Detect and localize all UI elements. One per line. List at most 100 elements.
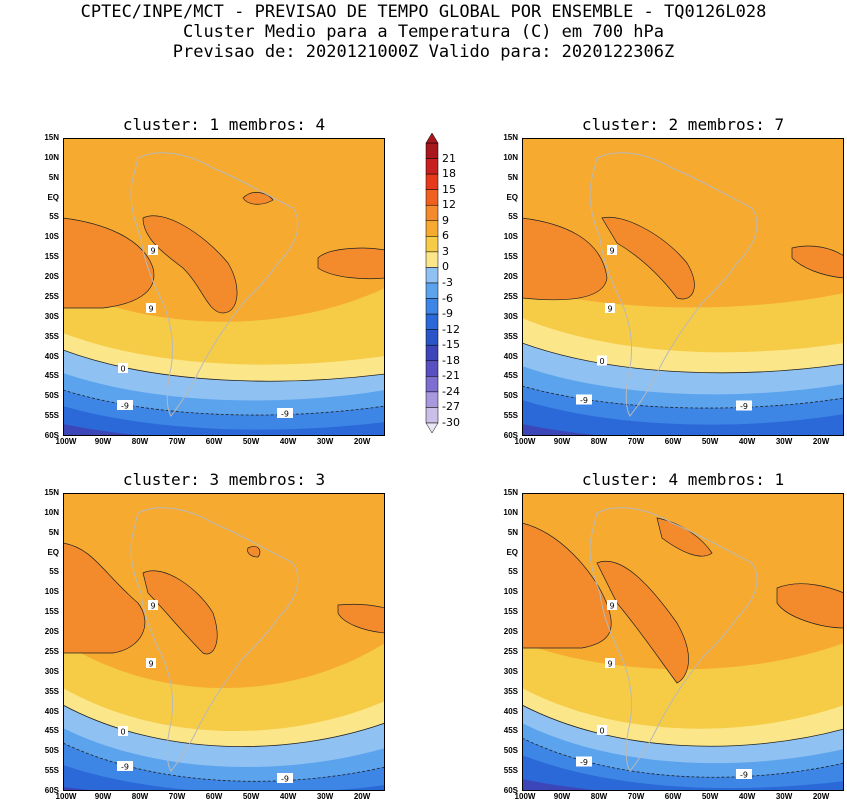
lon-label: 90W: [553, 437, 571, 446]
map-svg-4: 9 9 0 -9 -9: [522, 493, 844, 791]
colorbar-swatch: [425, 282, 439, 299]
lat-label: 35S: [44, 686, 59, 696]
colorbar-swatch: [425, 236, 439, 253]
lon-label: 20W: [353, 792, 371, 801]
contour-label-3: -9: [576, 756, 592, 767]
lat-label: 10S: [503, 587, 518, 597]
svg-text:0: 0: [599, 727, 604, 736]
lat-label: 30S: [44, 666, 59, 676]
figure-title-line-2: Cluster Medio para a Temperatura (C) em …: [182, 22, 665, 42]
warm-region-0: [522, 522, 612, 649]
lat-label: 40S: [503, 706, 518, 716]
continent-outline: [589, 152, 758, 417]
lat-label: EQ: [506, 192, 518, 202]
contour-minus-nine: [522, 737, 844, 778]
panel-title-2: cluster: 2 membros: 7: [581, 115, 785, 134]
map-panel-2: 9 9 0 -9 -9: [522, 138, 844, 436]
lat-label: 5N: [507, 172, 518, 182]
lat-label: EQ: [47, 547, 59, 557]
figure-title-line-3: Previsao de: 2020121000Z Valido para: 20…: [172, 42, 675, 62]
contour-label-4: -9: [736, 400, 752, 411]
map-svg-2: 9 9 0 -9 -9: [522, 138, 844, 436]
colorbar-swatch: [425, 204, 439, 222]
colorbar-label: -9: [442, 307, 453, 321]
lon-label: 20W: [812, 437, 830, 446]
lon-label: 80W: [590, 792, 608, 801]
colorbar-swatch: [425, 376, 439, 393]
lat-label: 5N: [48, 527, 59, 537]
colorbar-swatch: [425, 267, 439, 284]
lat-label: 10S: [44, 587, 59, 597]
lat-label: 20S: [503, 272, 518, 282]
contour-minus-nine: [63, 742, 385, 782]
temperature-band-6: [522, 424, 844, 436]
colorbar-swatch: [425, 142, 439, 159]
lat-label: 20S: [44, 627, 59, 637]
colorbar-swatch: [425, 329, 439, 346]
lat-label: 10N: [44, 507, 59, 517]
lat-label: 25S: [44, 646, 59, 656]
warm-region-0: [63, 542, 146, 654]
lon-label: 100W: [514, 437, 536, 446]
colorbar-swatch: [425, 298, 439, 315]
colorbar-label: -12: [442, 322, 460, 336]
lat-label: 45S: [503, 371, 518, 381]
colorbar-label: -3: [442, 276, 453, 289]
contour-label-3: -9: [117, 400, 133, 411]
lon-label: 30W: [316, 437, 334, 446]
colorbar-swatch: [425, 344, 439, 362]
colorbar-label: 9: [442, 213, 449, 227]
lat-label: 10S: [44, 232, 59, 242]
svg-text:9: 9: [150, 602, 155, 611]
lon-label: 90W: [94, 792, 112, 801]
lon-label: 100W: [514, 792, 536, 801]
lon-label: 60W: [205, 792, 223, 801]
warm-region-2: [337, 603, 385, 634]
warm-region-3: [242, 192, 274, 205]
lat-label: 20S: [44, 272, 59, 282]
contour-label-1: 9: [146, 303, 156, 314]
lat-label: 15S: [44, 607, 59, 617]
lon-label: 20W: [812, 792, 830, 801]
lat-label: 60S: [503, 786, 518, 795]
lon-label: 80W: [590, 437, 608, 446]
lat-label: 20S: [503, 627, 518, 637]
lon-label: 70W: [168, 437, 186, 446]
lat-label: 25S: [44, 291, 59, 301]
contour-label-1: 9: [146, 658, 156, 669]
lon-label: 60W: [664, 792, 682, 801]
colorbar-swatch: [425, 313, 439, 330]
map-frame: [522, 138, 844, 436]
lat-label: 35S: [44, 331, 59, 341]
contour-label-3: -9: [117, 761, 133, 772]
lat-label: 55S: [44, 766, 59, 776]
map-svg-1: 9 9 0 -9 -9: [63, 138, 385, 436]
lon-label: 80W: [131, 437, 149, 446]
svg-text:-9: -9: [281, 775, 289, 784]
contour-label-1: 9: [605, 658, 615, 669]
lat-label: 35S: [503, 331, 518, 341]
colorbar-label: -18: [442, 353, 460, 367]
colorbar-label: 15: [442, 182, 456, 196]
contour-zero: [522, 704, 844, 747]
lat-label: 50S: [503, 746, 518, 756]
lat-label: 40S: [44, 351, 59, 361]
lat-label: 30S: [44, 311, 59, 321]
panel-title-3: cluster: 3 membros: 3: [122, 470, 326, 489]
colorbar-label: -6: [442, 291, 453, 305]
colorbar-label: -15: [442, 338, 460, 352]
map-panel-1: 9 9 0 -9 -9: [63, 138, 385, 436]
lat-label: 10N: [503, 152, 518, 162]
lat-label: 45S: [44, 371, 59, 381]
lat-label: 10S: [503, 232, 518, 242]
svg-text:0: 0: [120, 728, 125, 737]
lon-label: 30W: [316, 792, 334, 801]
lat-label: 15N: [503, 488, 518, 497]
lat-label: 55S: [44, 411, 59, 421]
lon-label: 50W: [242, 437, 260, 446]
lon-label: 60W: [205, 437, 223, 446]
lat-label: 25S: [503, 291, 518, 301]
lat-label: 15S: [44, 252, 59, 262]
colorbar-label: -21: [442, 369, 460, 383]
continent-outline: [130, 507, 299, 772]
